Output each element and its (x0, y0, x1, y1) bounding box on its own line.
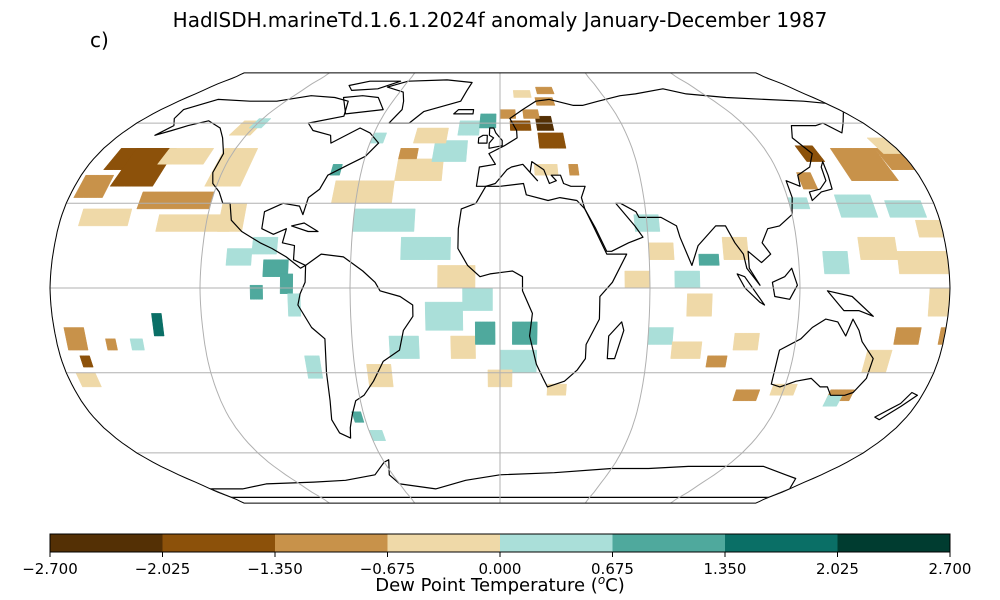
anomaly-cell (77, 208, 133, 227)
anomaly-cell (129, 338, 145, 351)
anomaly-cell (109, 148, 177, 187)
anomaly-cell (424, 301, 464, 331)
anomaly-cell (648, 242, 675, 260)
colorbar-tick-label: −0.675 (360, 560, 416, 578)
anomaly-cell (388, 335, 420, 359)
anomaly-cell (151, 313, 165, 337)
anomaly-cell (512, 90, 532, 98)
anomaly-cell (352, 208, 416, 232)
colorbar-tick-label: −2.700 (22, 560, 78, 578)
anomaly-cell (732, 332, 760, 351)
anomaly-cell (884, 200, 928, 218)
landmass-antarctica (209, 459, 797, 498)
coastlines (154, 79, 918, 498)
landmass-africa (457, 182, 628, 388)
anomaly-cell (732, 389, 761, 402)
landmass-great-britain (488, 127, 503, 149)
anomaly-cell (833, 194, 879, 218)
map-boundary (49, 72, 951, 504)
anomaly-cell (79, 355, 94, 368)
anomaly-cell (105, 338, 118, 351)
anomaly-cell (893, 327, 922, 345)
anomaly-cell (457, 120, 481, 136)
colorbar-swatch (837, 534, 950, 552)
landmass-greenland (386, 79, 473, 124)
colorbar-tick-label: 1.350 (704, 560, 747, 578)
colorbar-swatch (50, 534, 163, 552)
anomaly-cell (225, 248, 253, 266)
anomaly-cell (686, 293, 713, 317)
landmass-sumatra (736, 273, 766, 306)
colorbar-swatch (725, 534, 838, 552)
anomaly-cell (156, 148, 215, 165)
anomaly-cell (822, 251, 850, 275)
anomaly-cell (499, 109, 517, 119)
colorbar-tick-label: 2.025 (816, 560, 859, 578)
landmass-ireland (477, 134, 488, 144)
landmass-japan (808, 161, 833, 202)
anomaly-cell (450, 335, 476, 359)
colorbar-label: Dew Point Temperature (oC) (0, 573, 1000, 596)
colorbar-tick-label: −2.025 (135, 560, 191, 578)
landmass-new-zealand (874, 391, 918, 421)
colorbar-tick-label: −1.350 (247, 560, 303, 578)
anomaly-cell (431, 140, 468, 162)
anomaly-cell (412, 127, 449, 144)
anomaly-cell (400, 236, 451, 260)
anomaly-cell (73, 174, 115, 198)
anomaly-cell (369, 132, 388, 144)
colorbar-label-superscript: o (597, 573, 606, 587)
landmass-ellesmere-island (348, 80, 402, 91)
landmass-new-guinea (826, 290, 874, 317)
colorbar-swatch (162, 534, 275, 552)
colorbar-swatch (275, 534, 388, 552)
landmass-borneo (771, 267, 798, 300)
colorbar-tick-label: 0.000 (479, 560, 522, 578)
anomaly-cell (829, 148, 900, 181)
landmass-cuba (291, 222, 319, 233)
colorbar-swatch (500, 534, 613, 552)
anomaly-cell (368, 430, 387, 441)
panel-label: c) (90, 28, 109, 52)
anomaly-cell (537, 132, 567, 149)
anomaly-cell (63, 327, 89, 351)
anomaly-cell (249, 284, 263, 300)
anomaly-cell (204, 148, 259, 187)
map-title: HadISDH.marineTd.1.6.1.2024f anomaly Jan… (172, 8, 828, 32)
colorbar-label-prefix: Dew Point Temperature ( (375, 575, 598, 596)
anomaly-cell (698, 253, 720, 266)
anomaly-cell (522, 109, 540, 119)
colorbar-tick-label: 2.700 (929, 560, 972, 578)
colorbar-tick-label: 0.675 (591, 560, 634, 578)
anomaly-cell (351, 411, 365, 423)
landmass-eurasia (475, 88, 844, 286)
anomaly-cell (535, 86, 555, 95)
colorbar-swatch (387, 534, 500, 552)
landmass-madagascar (606, 321, 625, 360)
anomaly-cell (705, 355, 728, 368)
landmass-iceland (453, 109, 475, 115)
anomaly-cell (398, 148, 419, 160)
landmass-baffin-island (342, 95, 384, 115)
anomaly-cell (568, 164, 580, 176)
landmass-north-america (154, 95, 380, 269)
anomaly-cell (479, 113, 497, 129)
anomaly-cell (474, 321, 496, 345)
landmass-australia (770, 318, 874, 396)
world-map (49, 72, 951, 504)
colorbar-swatch (612, 534, 725, 552)
colorbar-label-unit: C) (605, 575, 625, 596)
anomaly-cell (670, 341, 703, 359)
anomaly-cell (287, 293, 302, 317)
